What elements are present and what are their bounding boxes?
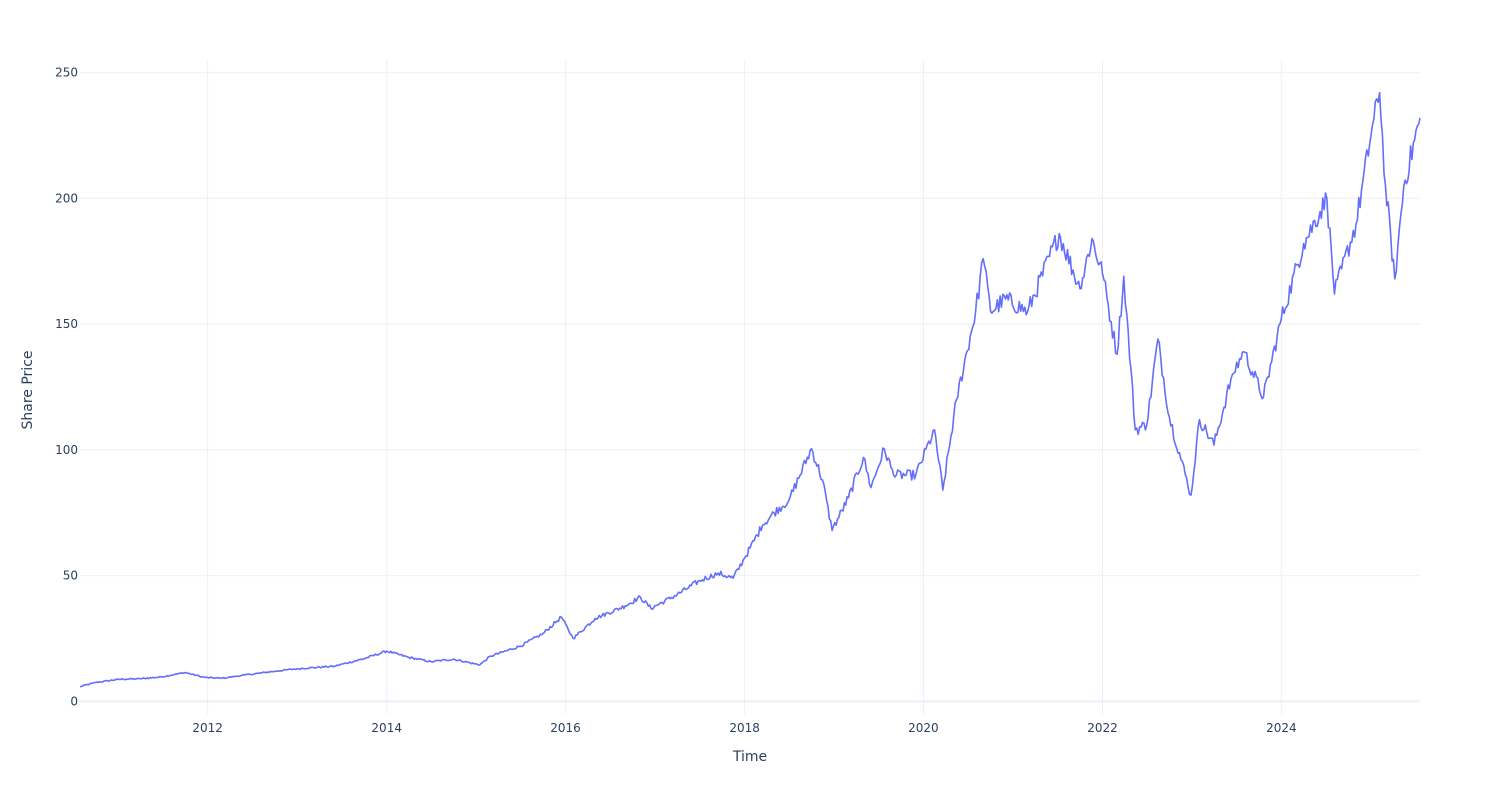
- x-tick-label: 2014: [371, 721, 402, 735]
- series-layer: [79, 91, 1421, 688]
- y-tick-label: 0: [70, 694, 78, 708]
- y-tick-label: 150: [55, 317, 78, 331]
- y-axis-ticks: 0 50 100 150 200 250: [55, 66, 78, 709]
- y-tick-label: 200: [55, 191, 78, 205]
- x-tick-label: 2020: [908, 721, 939, 735]
- y-tick-label: 250: [55, 66, 78, 80]
- x-axis-ticks: 2012 2014 2016 2018 2020 2022 2024: [192, 721, 1296, 735]
- x-tick-label: 2024: [1266, 721, 1297, 735]
- series-line: [79, 91, 1421, 688]
- grid: [80, 60, 1420, 714]
- y-tick-label: 100: [55, 443, 78, 457]
- x-tick-label: 2022: [1087, 721, 1118, 735]
- x-tick-label: 2018: [729, 721, 760, 735]
- x-tick-label: 2012: [192, 721, 223, 735]
- y-tick-label: 50: [63, 569, 78, 583]
- y-axis-title: Share Price: [20, 350, 36, 429]
- x-tick-label: 2016: [550, 721, 581, 735]
- x-axis-title: Time: [732, 749, 767, 765]
